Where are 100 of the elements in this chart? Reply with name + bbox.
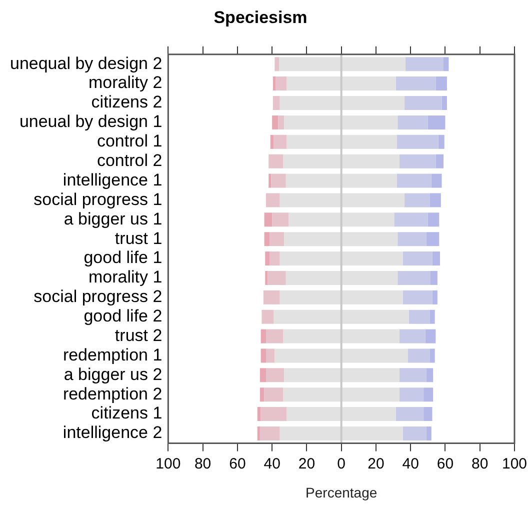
bar: [265, 252, 270, 266]
bar: [264, 212, 272, 227]
bar: [342, 193, 405, 208]
y-tick-label: redemption 2: [62, 384, 162, 404]
bar: [438, 134, 444, 149]
bar: [276, 76, 287, 91]
bar: [342, 76, 396, 91]
bar: [405, 57, 444, 72]
bar: [263, 290, 280, 304]
x-tick-label: 40: [264, 455, 280, 472]
bar: [288, 212, 341, 227]
bar: [272, 115, 278, 130]
bar: [399, 154, 436, 168]
bar: [283, 329, 341, 344]
bar: [408, 310, 430, 324]
bar: [286, 174, 341, 188]
bar: [399, 388, 424, 402]
bar: [278, 57, 341, 72]
bar: [426, 368, 434, 382]
bar: [342, 270, 398, 285]
y-tick-label: control 2: [96, 151, 162, 170]
bar: [396, 134, 438, 149]
bar: [399, 329, 426, 344]
bar: [274, 57, 279, 72]
bar: [404, 193, 430, 208]
bar: [274, 134, 287, 149]
y-tick-label: a bigger us 1: [64, 209, 162, 228]
bar: [269, 252, 280, 266]
bar: [342, 290, 403, 304]
bar: [270, 134, 274, 149]
y-tick-label: trust 1: [114, 228, 162, 248]
bar: [342, 348, 408, 363]
bar: [436, 76, 447, 91]
bar: [424, 407, 432, 422]
bar: [396, 407, 424, 422]
bar: [264, 232, 270, 246]
y-tick-label: a bigger us 2: [64, 364, 162, 384]
x-tick-label: 0: [337, 455, 346, 472]
bar: [430, 193, 441, 208]
bar: [430, 270, 438, 285]
bar: [260, 388, 264, 402]
bar: [425, 329, 436, 344]
bar: [432, 290, 438, 304]
bar: [266, 348, 275, 363]
bar: [268, 270, 286, 285]
bar: [431, 174, 442, 188]
bar: [342, 154, 400, 168]
bar: [402, 252, 432, 266]
bar: [269, 232, 284, 246]
bar: [398, 270, 431, 285]
bar: [280, 290, 341, 304]
x-tick-label: 100: [156, 455, 181, 472]
bar: [257, 426, 260, 440]
bar: [260, 407, 287, 422]
bar: [283, 154, 341, 168]
bar: [272, 212, 289, 227]
bar: [260, 368, 266, 382]
bar: [271, 174, 286, 188]
bar: [264, 388, 284, 402]
x-tick-label: 80: [472, 455, 488, 472]
bar: [396, 174, 432, 188]
bar: [342, 57, 406, 72]
bar: [274, 348, 341, 363]
bar: [398, 115, 428, 130]
bar: [443, 57, 449, 72]
x-tick-label: 60: [436, 455, 454, 472]
bar: [278, 115, 284, 130]
y-tick-label: intelligence 1: [62, 170, 162, 190]
bar: [342, 134, 397, 149]
bar: [398, 232, 426, 246]
y-tick-label: good life 1: [84, 248, 162, 268]
bar: [399, 368, 426, 382]
bar: [284, 232, 341, 246]
bar: [286, 76, 341, 91]
y-tick-label: intelligence 2: [62, 423, 162, 442]
y-tick-label: good life 2: [84, 306, 162, 326]
x-tick-label: 20: [368, 455, 384, 472]
bar: [426, 232, 440, 246]
bar: [257, 407, 261, 422]
bar: [404, 96, 442, 110]
bar: [286, 270, 341, 285]
y-tick-label: social progress 2: [34, 287, 162, 306]
bar: [284, 115, 341, 130]
y-tick-label: morality 1: [88, 268, 162, 287]
bar: [342, 212, 394, 227]
bar: [268, 174, 272, 188]
bar: [428, 212, 440, 227]
bar: [272, 76, 276, 91]
bar: [342, 368, 400, 382]
bar: [280, 193, 341, 208]
bar: [402, 290, 432, 304]
bar: [342, 407, 396, 422]
bar: [266, 193, 280, 208]
bar: [260, 329, 266, 344]
x-tick-label: 40: [402, 455, 419, 472]
bar: [272, 96, 280, 110]
bar: [408, 348, 430, 363]
bar: [342, 96, 405, 110]
bar: [284, 368, 341, 382]
x-tick-label: 100: [502, 455, 527, 472]
